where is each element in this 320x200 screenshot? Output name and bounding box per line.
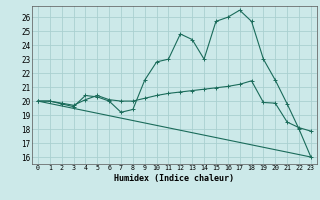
X-axis label: Humidex (Indice chaleur): Humidex (Indice chaleur) (115, 174, 234, 183)
